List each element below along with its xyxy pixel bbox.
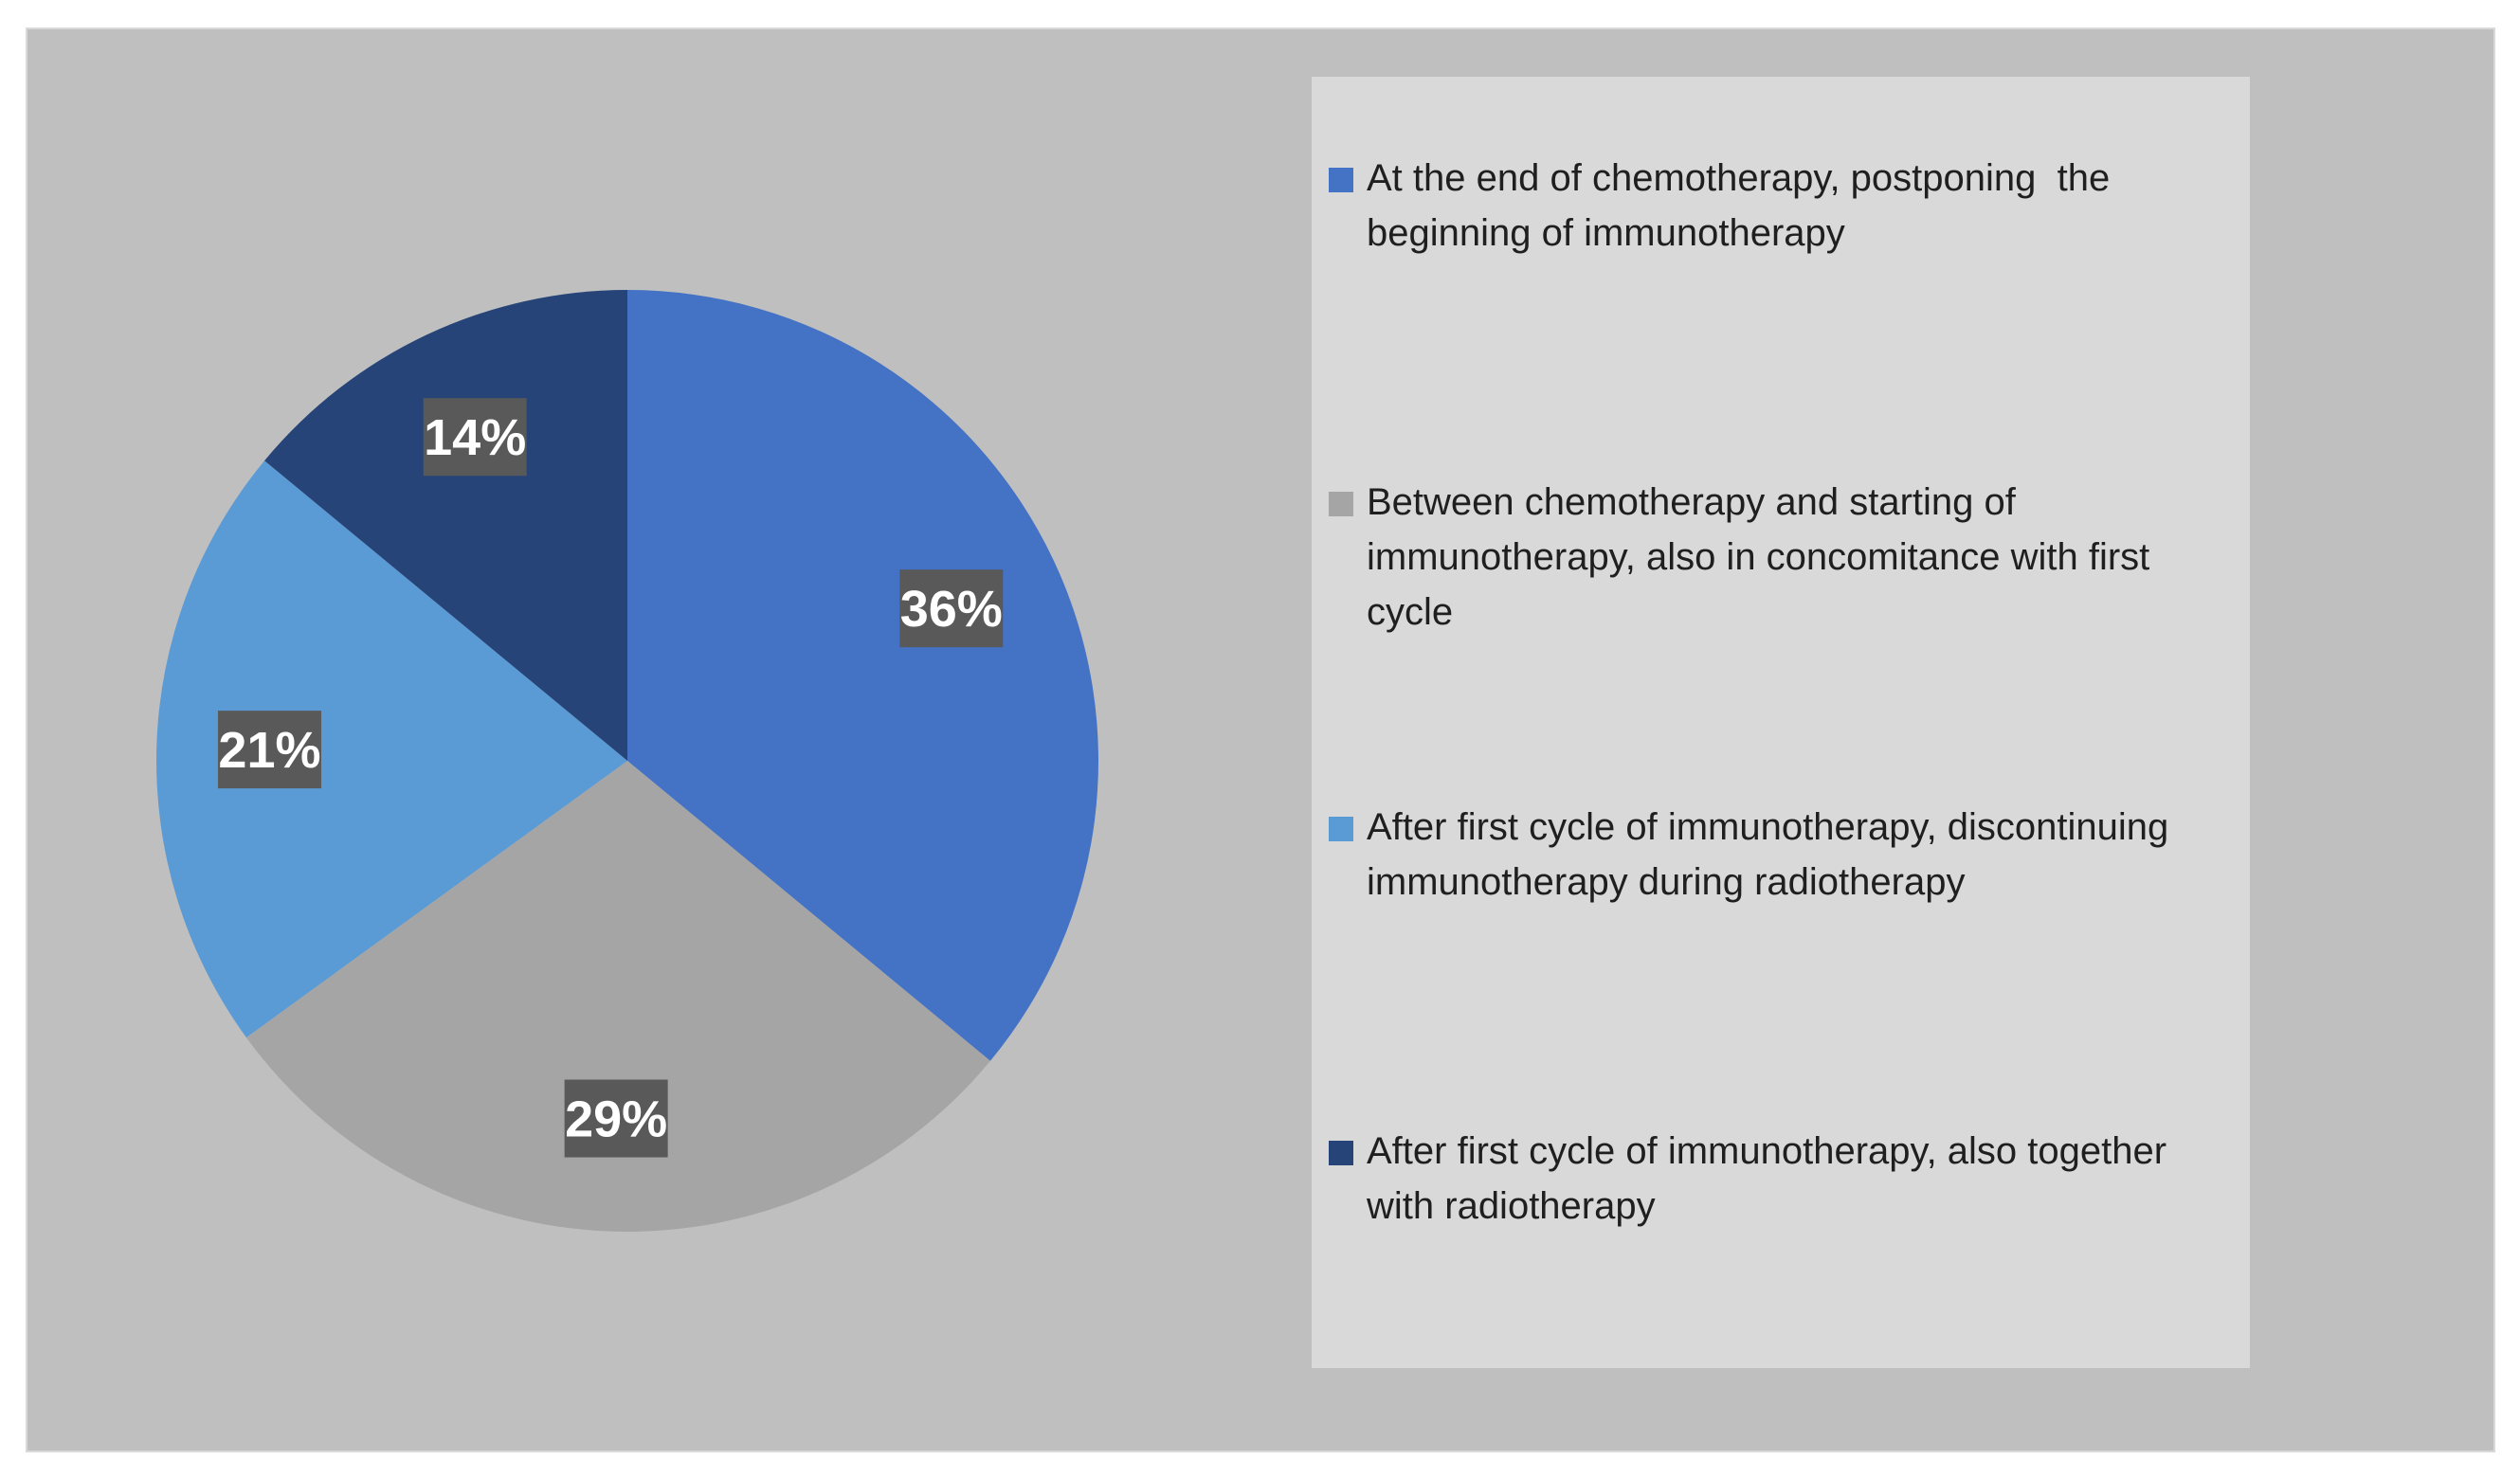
legend-swatch-3 [1329, 1141, 1353, 1165]
legend-item-0: At the end of chemotherapy, postponing t… [1329, 151, 2239, 261]
data-label-3: 14% [424, 409, 526, 466]
pie-data-labels: 36% 29% 21% 14% [217, 398, 1004, 1158]
legend-label-2: After first cycle of immunotherapy, disc… [1367, 806, 2180, 903]
pie-chart: 36% 29% 21% 14% [155, 290, 1098, 1232]
legend-item-3: After first cycle of immunotherapy, also… [1329, 1124, 2239, 1234]
data-label-box-3 [423, 398, 527, 477]
data-label-box-1 [564, 1079, 668, 1158]
chart-area: 36% 29% 21% 14% At the end of chemotherapy,… [26, 27, 2495, 1452]
pie-slice-0 [627, 290, 1098, 1061]
legend: At the end of chemotherapy, postponing t… [1312, 77, 2250, 1368]
legend-item-2: After first cycle of immunotherapy, disc… [1329, 800, 2239, 910]
legend-item-1: Between chemotherapy and starting of imm… [1329, 475, 2239, 640]
pie-slice-1 [245, 761, 990, 1232]
legend-swatch-2 [1329, 817, 1353, 841]
pie-slice-3 [264, 290, 627, 761]
pie-slices [155, 290, 1098, 1232]
pie-slice-2 [155, 460, 627, 1038]
legend-swatch-0 [1329, 168, 1353, 192]
data-label-1: 29% [565, 1091, 667, 1148]
legend-swatch-1 [1329, 492, 1353, 516]
data-label-2: 21% [218, 722, 320, 779]
data-label-box-0 [899, 569, 1004, 648]
legend-label-3: After first cycle of immunotherapy, also… [1367, 1130, 2178, 1227]
data-label-0: 36% [900, 581, 1003, 638]
data-label-box-2 [217, 711, 321, 789]
legend-label-1: Between chemotherapy and starting of imm… [1367, 481, 2161, 633]
legend-label-0: At the end of chemotherapy, postponing t… [1367, 157, 2121, 254]
